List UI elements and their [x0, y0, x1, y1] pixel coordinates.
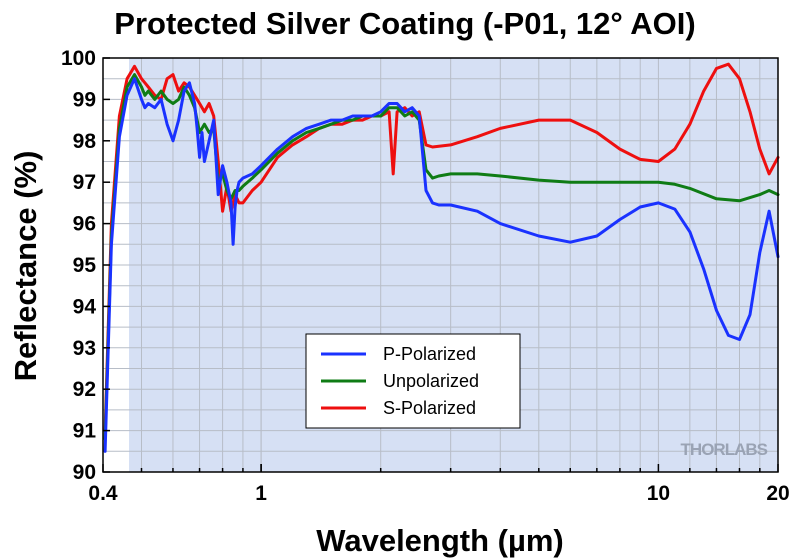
x-tick-label: 1 — [255, 482, 267, 505]
y-tick-label: 100 — [61, 47, 96, 70]
legend-label-unpolarized: Unpolarized — [383, 371, 479, 391]
y-tick-label: 98 — [73, 130, 97, 153]
y-tick-label: 94 — [73, 295, 97, 318]
series-line-p-polarized — [103, 77, 780, 453]
y-tick-label: 95 — [73, 254, 97, 277]
y-tick-label: 90 — [73, 461, 96, 484]
legend: P-Polarized Unpolarized S-Polarized — [305, 333, 521, 429]
legend-label-s-polarized: S-Polarized — [383, 398, 476, 418]
x-tick-label: 20 — [766, 482, 789, 505]
y-tick-label: 91 — [73, 420, 97, 443]
y-tick-label: 96 — [73, 213, 96, 236]
brand-watermark: THORLABS — [681, 440, 768, 459]
x-tick-label: 0.4 — [88, 482, 118, 505]
series-line-unpolarized — [103, 73, 780, 441]
y-tick-label: 93 — [73, 337, 96, 360]
x-tick-label: 10 — [647, 482, 670, 505]
y-tick-label: 97 — [73, 171, 96, 194]
y-tick-labels: 90 91 92 93 94 95 96 97 98 99 100 — [61, 47, 96, 484]
x-axis-label: Wavelength (µm) — [316, 523, 564, 558]
chart-title: Protected Silver Coating (-P01, 12° AOI) — [114, 6, 695, 41]
x-tick-labels: 0.4 1 10 20 — [88, 482, 789, 505]
legend-label-p-polarized: P-Polarized — [383, 344, 476, 364]
axes — [102, 57, 779, 473]
series-group — [103, 62, 780, 453]
y-tick-label: 92 — [73, 378, 96, 401]
y-tick-label: 99 — [73, 88, 96, 111]
y-axis-label: Reflectance (%) — [8, 151, 43, 382]
